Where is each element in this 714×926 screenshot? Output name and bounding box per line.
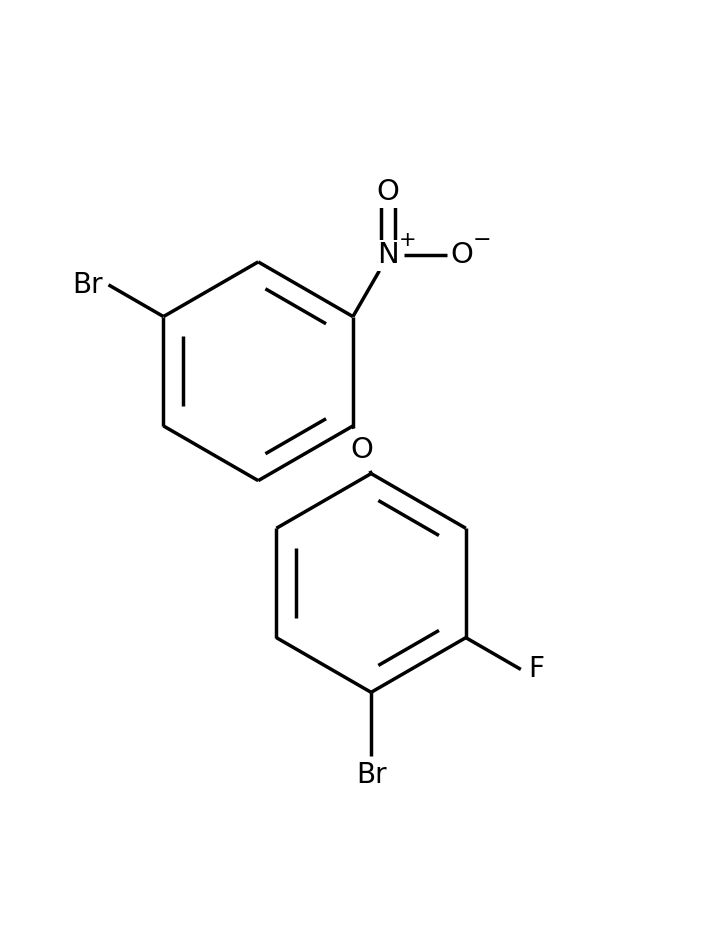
Text: O: O	[377, 178, 400, 206]
Text: +: +	[399, 230, 417, 250]
Text: −: −	[473, 230, 491, 250]
Text: Br: Br	[356, 761, 386, 790]
Text: F: F	[528, 656, 544, 683]
Text: Br: Br	[72, 270, 103, 299]
Text: O: O	[351, 436, 373, 464]
Text: O: O	[451, 242, 474, 269]
Text: N: N	[377, 242, 399, 269]
